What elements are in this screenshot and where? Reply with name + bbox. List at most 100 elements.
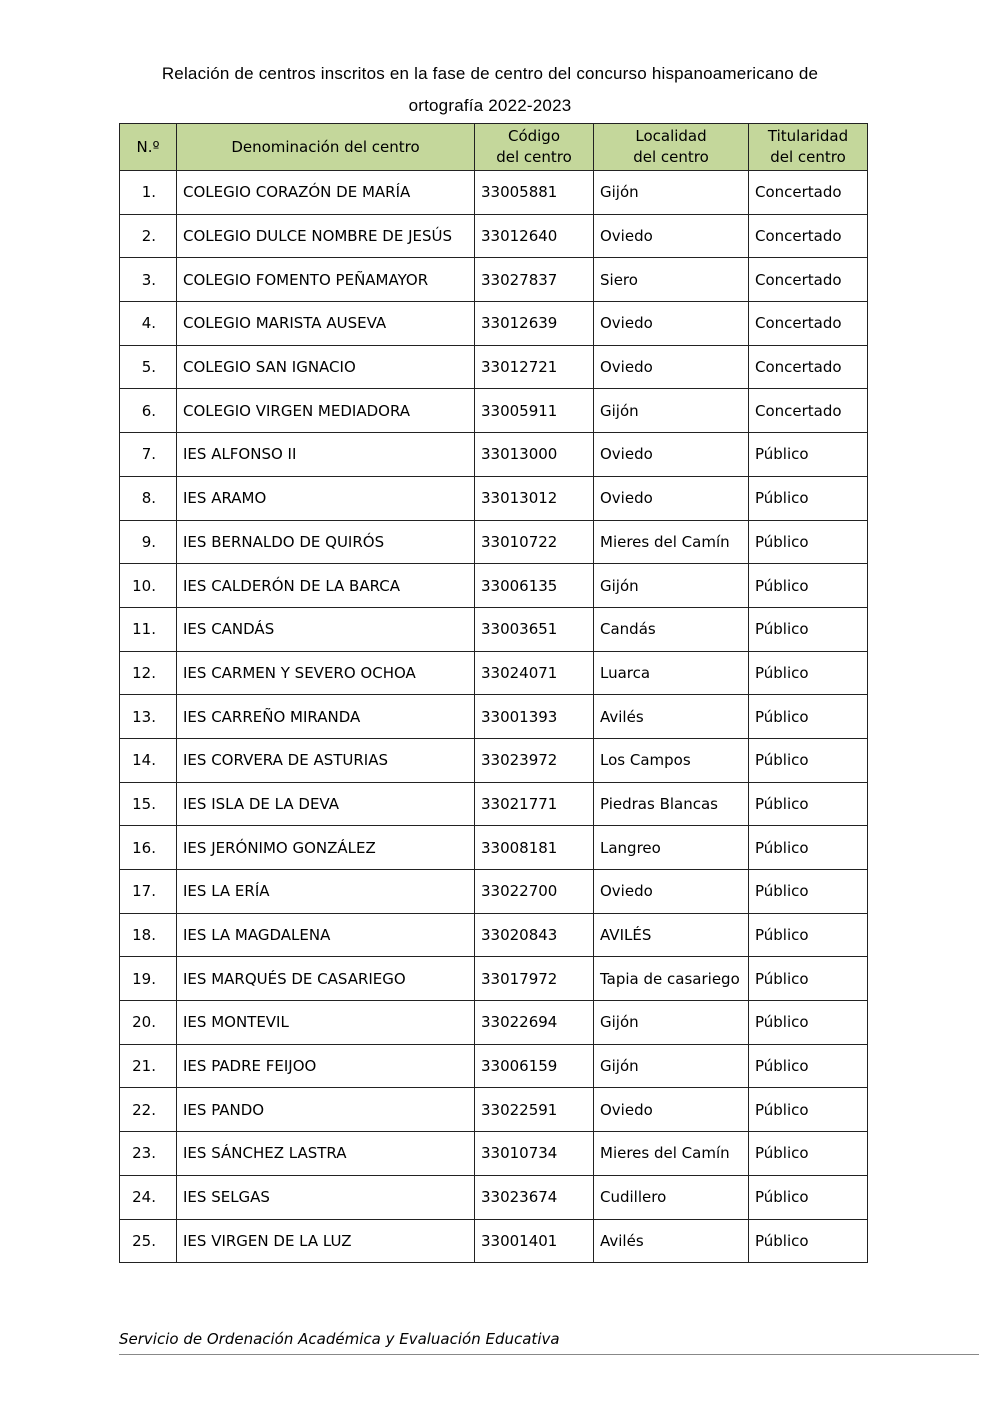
table-row: 13. IES CARREÑO MIRANDA 33001393 Avilés Públ… — [119, 694, 868, 739]
table-row: 2. COLEGIO DULCE NOMBRE DE JESÚS 33012640 O… — [119, 213, 868, 259]
table-row: 21. IES PADRE FEIJOO 33006159 Gijón Público — [119, 1043, 868, 1089]
table-cell: Público — [748, 606, 868, 652]
table-cell: IES LA MAGDALENA — [176, 912, 475, 958]
table-row: 19. IES MARQUÉS DE CASARIEGO 33017972 Tapia… — [119, 956, 868, 1002]
table-cell: IES ARAMO — [176, 475, 475, 521]
table-row: 1. COLEGIO CORAZÓN DE MARÍA 33005881 Gijón C… — [119, 170, 868, 215]
table-cell: 33008181 — [474, 825, 594, 870]
table-cell: Público — [748, 694, 868, 739]
table-row: 12. IES CARMEN Y SEVERO OCHOA 33024071 Luar… — [119, 650, 868, 696]
table-cell: Gijón — [593, 1000, 749, 1045]
table-cell: IES PANDO — [176, 1087, 475, 1133]
table-row: 23. IES SÁNCHEZ LASTRA 33010734 Mieres del … — [119, 1131, 868, 1176]
table-cell: COLEGIO SAN IGNACIO — [176, 344, 475, 390]
table-cell: Gijón — [593, 170, 749, 215]
centers-table: N.º Denominación del centro Código del cent… — [119, 123, 868, 1264]
table-cell: Público — [748, 650, 868, 696]
table-cell: 19. — [119, 956, 177, 1002]
table-cell: 21. — [119, 1043, 177, 1089]
column-header: Localidad del centro — [593, 123, 749, 171]
table-cell: 33012640 — [474, 213, 594, 259]
document-title: Relación de centros inscritos en la fase… — [161, 64, 819, 115]
table-cell: IES MONTEVIL — [176, 1000, 475, 1045]
table-cell: IES MARQUÉS DE CASARIEGO — [176, 956, 475, 1002]
table-row: 18. IES LA MAGDALENA 33020843 AVILÉS Público — [119, 912, 868, 958]
table-cell: 14. — [119, 737, 177, 783]
table-cell: Público — [748, 869, 868, 914]
table-row: 10. IES CALDERÓN DE LA BARCA 33006135 Gijón… — [119, 563, 868, 608]
table-cell: AVILÉS — [593, 912, 749, 958]
table-cell: 33022694 — [474, 1000, 594, 1045]
table-row: 25. IES VIRGEN DE LA LUZ 33001401 Avilés Púb… — [119, 1218, 868, 1264]
table-cell: Concertado — [748, 301, 868, 346]
table-row: 9. IES BERNALDO DE QUIRÓS 33010722 Mieres d… — [119, 519, 868, 565]
table-cell: 13. — [119, 694, 177, 739]
table-cell: Público — [748, 1043, 868, 1089]
table-row: 24. IES SELGAS 33023674 Cudillero Público — [119, 1174, 868, 1220]
table-row: 15. IES ISLA DE LA DEVA 33021771 Piedras Bl… — [119, 781, 868, 827]
table-cell: 33020843 — [474, 912, 594, 958]
table-cell: IES JERÓNIMO GONZÁLEZ — [176, 825, 475, 870]
table-cell: Mieres del Camín — [593, 519, 749, 565]
column-header: N.º — [119, 123, 177, 171]
table-cell: 33006135 — [474, 563, 594, 608]
table-row: 14. IES CORVERA DE ASTURIAS 33023972 Los Ca… — [119, 737, 868, 783]
table-cell: Público — [748, 1218, 868, 1264]
table-cell: IES CORVERA DE ASTURIAS — [176, 737, 475, 783]
table-cell: Público — [748, 432, 868, 477]
table-cell: 5. — [119, 344, 177, 390]
table-cell: 15. — [119, 781, 177, 827]
table-cell: 33023972 — [474, 737, 594, 783]
table-cell: 24. — [119, 1174, 177, 1220]
table-row: 6. COLEGIO VIRGEN MEDIADORA 33005911 Gijón C… — [119, 388, 868, 434]
table-cell: IES LA ERÍA — [176, 869, 475, 914]
table-cell: Piedras Blancas — [593, 781, 749, 827]
table-cell: Concertado — [748, 257, 868, 303]
table-cell: IES SÁNCHEZ LASTRA — [176, 1131, 475, 1176]
table-cell: 12. — [119, 650, 177, 696]
table-cell: Oviedo — [593, 301, 749, 346]
table-cell: Avilés — [593, 1218, 749, 1264]
table-cell: Oviedo — [593, 869, 749, 914]
table-cell: 33013012 — [474, 475, 594, 521]
table-cell: 17. — [119, 869, 177, 914]
table-row: 5. COLEGIO SAN IGNACIO 33012721 Oviedo Conce… — [119, 344, 868, 390]
table-cell: Público — [748, 1131, 868, 1176]
table-cell: IES CARMEN Y SEVERO OCHOA — [176, 650, 475, 696]
table-cell: Público — [748, 912, 868, 958]
table-cell: 3. — [119, 257, 177, 303]
table-cell: 33024071 — [474, 650, 594, 696]
table-cell: 9. — [119, 519, 177, 565]
column-header: Código del centro — [474, 123, 594, 171]
table-row: 20. IES MONTEVIL 33022694 Gijón Público — [119, 1000, 868, 1045]
table-cell: 2. — [119, 213, 177, 259]
table-row: 11. IES CANDÁS 33003651 Candás Público — [119, 606, 868, 652]
table-cell: IES ISLA DE LA DEVA — [176, 781, 475, 827]
table-cell: Oviedo — [593, 344, 749, 390]
table-cell: Oviedo — [593, 432, 749, 477]
table-cell: 22. — [119, 1087, 177, 1133]
table-cell: Los Campos — [593, 737, 749, 783]
table-cell: 33027837 — [474, 257, 594, 303]
table-cell: 33021771 — [474, 781, 594, 827]
table-cell: IES PADRE FEIJOO — [176, 1043, 475, 1089]
table-cell: Candás — [593, 606, 749, 652]
table-cell: Concertado — [748, 213, 868, 259]
table-cell: 33005881 — [474, 170, 594, 215]
table-cell: Luarca — [593, 650, 749, 696]
column-header: Denominación del centro — [176, 123, 475, 171]
column-header: Titularidad del centro — [748, 123, 868, 171]
table-cell: 8. — [119, 475, 177, 521]
table-cell: 33012721 — [474, 344, 594, 390]
table-cell: Gijón — [593, 388, 749, 434]
table-cell: 33010722 — [474, 519, 594, 565]
table-cell: 33006159 — [474, 1043, 594, 1089]
table-cell: 23. — [119, 1131, 177, 1176]
table-cell: Público — [748, 563, 868, 608]
table-cell: 33005911 — [474, 388, 594, 434]
table-cell: Mieres del Camín — [593, 1131, 749, 1176]
table-header: N.º Denominación del centro Código del cent… — [119, 123, 868, 171]
table-cell: COLEGIO VIRGEN MEDIADORA — [176, 388, 475, 434]
table-cell: 33003651 — [474, 606, 594, 652]
